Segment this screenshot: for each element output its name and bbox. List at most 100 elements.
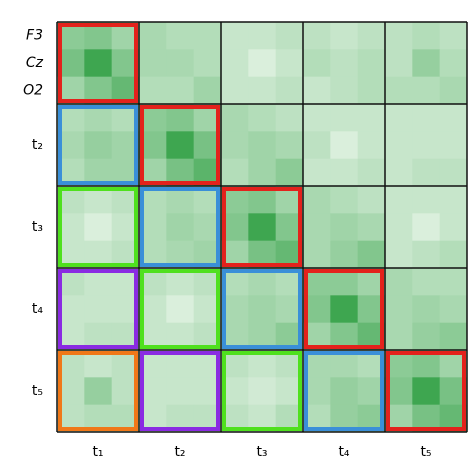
block-outline: [58, 187, 138, 267]
y-tick-label: t₃: [32, 219, 43, 235]
cell: [357, 22, 386, 50]
block-outline: [222, 187, 302, 267]
cell: [166, 49, 195, 78]
cell: [221, 76, 249, 105]
cell: [439, 158, 468, 187]
cell: [330, 76, 359, 105]
y-tick-label: t₄: [32, 301, 43, 317]
cell: [221, 49, 249, 78]
cell: [248, 131, 277, 160]
cell: [248, 104, 277, 132]
cell: [385, 295, 413, 324]
cell: [439, 131, 468, 160]
block-outline: [140, 351, 220, 431]
cell: [166, 131, 195, 160]
cell: [412, 213, 441, 242]
cell: [357, 213, 386, 242]
cell: [412, 295, 441, 324]
cell: [385, 22, 413, 50]
y-tick-label: t₂: [32, 137, 43, 153]
cell: [412, 76, 441, 105]
cell: [221, 131, 249, 160]
block-outline: [304, 269, 384, 349]
cell: [385, 131, 413, 160]
y-row-label: Cz: [26, 55, 44, 71]
cell: [330, 240, 359, 269]
cell: [303, 213, 331, 242]
cell: [412, 22, 441, 50]
cell: [193, 22, 222, 50]
cell: [248, 49, 277, 78]
block-outline: [58, 23, 138, 103]
x-tick-label: t₁: [92, 444, 103, 460]
cell: [275, 131, 304, 160]
cell: [303, 104, 331, 132]
cell: [303, 22, 331, 50]
cell: [84, 377, 113, 406]
cell: [248, 377, 277, 406]
cell: [193, 76, 222, 105]
cell: [439, 76, 468, 105]
cell: [385, 158, 413, 187]
cell: [84, 49, 113, 78]
cell: [84, 295, 113, 324]
cell: [84, 213, 113, 242]
cell: [275, 49, 304, 78]
cell: [84, 131, 113, 160]
block-outline: [222, 351, 302, 431]
cell: [330, 49, 359, 78]
cell: [330, 377, 359, 406]
block-outline: [222, 269, 302, 349]
cell: [303, 131, 331, 160]
block-outline: [140, 187, 220, 267]
x-tick-label: t₄: [338, 444, 349, 460]
cell: [248, 76, 277, 105]
cell: [412, 322, 441, 351]
cell: [385, 186, 413, 214]
x-tick-label: t₃: [256, 444, 267, 460]
cell: [439, 268, 468, 296]
cell: [385, 268, 413, 296]
cell: [275, 158, 304, 187]
cell: [412, 240, 441, 269]
cell: [275, 104, 304, 132]
x-tick-label: t₅: [420, 444, 431, 460]
cell: [357, 104, 386, 132]
cell: [166, 377, 195, 406]
cell: [221, 22, 249, 50]
cell: [412, 104, 441, 132]
cell: [385, 76, 413, 105]
cell: [330, 131, 359, 160]
block-outline: [58, 105, 138, 185]
cell: [385, 49, 413, 78]
cell: [439, 295, 468, 324]
cell: [330, 186, 359, 214]
cell: [166, 295, 195, 324]
cell: [357, 186, 386, 214]
cell: [303, 240, 331, 269]
cell: [330, 295, 359, 324]
cell: [303, 186, 331, 214]
cell: [221, 104, 249, 132]
cell: [439, 186, 468, 214]
cell: [439, 22, 468, 50]
cell: [385, 322, 413, 351]
cell: [221, 158, 249, 187]
cell: [439, 240, 468, 269]
cell: [412, 158, 441, 187]
cell: [385, 213, 413, 242]
y-row-label: F3: [26, 28, 43, 44]
cell: [248, 213, 277, 242]
cell: [166, 76, 195, 105]
cell: [248, 158, 277, 187]
cell: [357, 131, 386, 160]
block-outline: [304, 351, 384, 431]
cell: [357, 240, 386, 269]
y-row-label: O2: [23, 82, 43, 98]
cell: [275, 76, 304, 105]
cell: [412, 377, 441, 406]
cell: [357, 76, 386, 105]
block-outline: [58, 351, 138, 431]
cell: [412, 49, 441, 78]
